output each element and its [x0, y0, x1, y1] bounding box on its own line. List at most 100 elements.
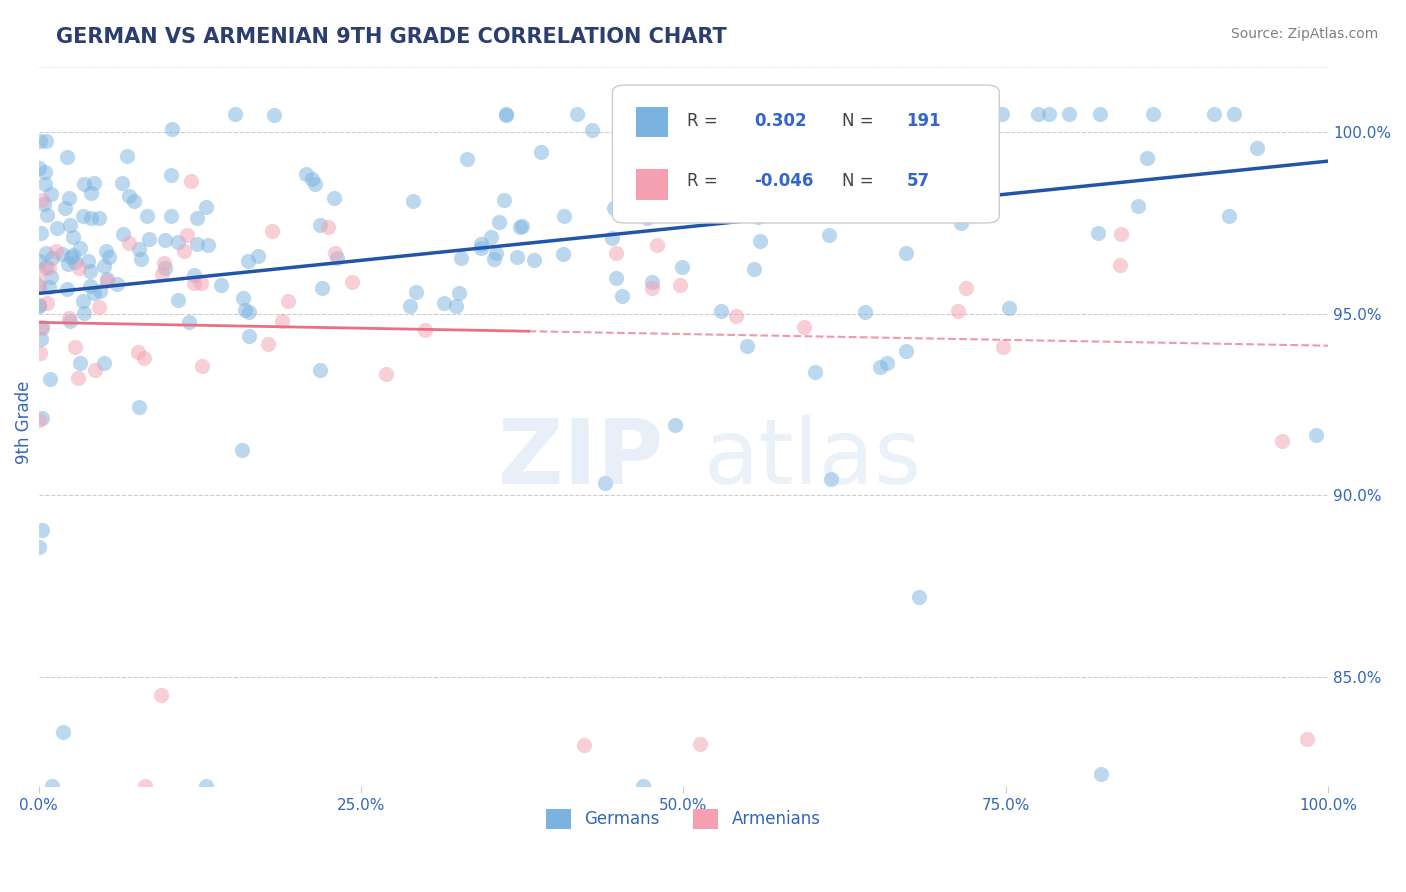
Point [962, 107, 984, 121]
Point [581, 123, 603, 137]
Point [1271, 434, 1294, 448]
Point [896, 246, 918, 260]
Point [97, 250, 120, 264]
Point [804, 366, 827, 380]
Point [55, 201, 77, 215]
Point [865, 107, 887, 121]
Point [869, 107, 891, 121]
Point [748, 234, 770, 248]
Point [340, 275, 363, 289]
Point [238, 253, 260, 268]
Point [131, 252, 153, 266]
Point [231, 443, 253, 458]
Point [1059, 107, 1081, 121]
Text: GERMAN VS ARMENIAN 9TH GRADE CORRELATION CHART: GERMAN VS ARMENIAN 9TH GRADE CORRELATION… [56, 27, 727, 46]
Point [628, 186, 651, 200]
Point [59, 250, 82, 264]
Point [67, 260, 90, 275]
Point [34, 165, 56, 179]
Point [657, 164, 679, 178]
Point [186, 237, 208, 252]
Point [645, 238, 668, 252]
Point [894, 343, 917, 358]
Point [38, 280, 60, 294]
Point [509, 220, 531, 235]
Point [186, 211, 208, 226]
Point [30, 226, 52, 240]
Point [96, 271, 118, 285]
Point [63, 340, 86, 354]
Point [1202, 107, 1225, 121]
Point [929, 183, 952, 197]
Point [1108, 259, 1130, 273]
Point [413, 323, 436, 337]
Point [1142, 107, 1164, 121]
Point [136, 209, 159, 223]
Point [869, 359, 891, 374]
Point [128, 400, 150, 414]
Point [58, 219, 80, 233]
Point [943, 135, 966, 149]
Point [153, 256, 176, 270]
Point [603, 202, 626, 216]
Point [176, 227, 198, 242]
Point [277, 293, 299, 308]
Point [1296, 731, 1319, 746]
Point [93, 356, 115, 370]
Text: 0.302: 0.302 [754, 112, 807, 130]
Text: 191: 191 [907, 112, 941, 130]
Point [316, 220, 339, 235]
Point [669, 278, 692, 293]
Point [595, 475, 617, 490]
Point [993, 340, 1015, 354]
Point [1126, 199, 1149, 213]
Point [41, 779, 63, 793]
Point [1218, 209, 1240, 223]
Point [710, 304, 733, 318]
Point [651, 137, 673, 152]
Legend: Germans, Armenians: Germans, Armenians [540, 802, 827, 836]
Point [117, 189, 139, 203]
Text: R =: R = [688, 112, 718, 130]
Point [322, 190, 344, 204]
Point [118, 236, 141, 251]
Point [30, 346, 52, 360]
Point [87, 300, 110, 314]
Point [105, 277, 128, 291]
Point [492, 193, 515, 207]
Point [31, 193, 53, 207]
Point [28, 300, 51, 314]
Point [793, 320, 815, 334]
Point [166, 293, 188, 308]
Point [402, 194, 425, 209]
Point [664, 418, 686, 433]
Point [485, 246, 508, 260]
Point [122, 194, 145, 208]
Point [671, 260, 693, 274]
Text: 57: 57 [907, 172, 929, 190]
Point [39, 270, 62, 285]
Point [37, 208, 59, 222]
Point [991, 107, 1014, 121]
Point [776, 107, 799, 121]
Point [326, 251, 349, 265]
Point [742, 107, 765, 121]
Point [689, 737, 711, 751]
Point [405, 285, 427, 300]
Text: N =: N = [842, 112, 873, 130]
Point [153, 261, 176, 276]
Point [529, 145, 551, 160]
Point [572, 739, 595, 753]
Text: atlas: atlas [703, 415, 921, 503]
Point [56, 283, 79, 297]
Point [522, 253, 544, 268]
Point [323, 246, 346, 260]
Point [1222, 107, 1244, 121]
Point [311, 281, 333, 295]
Point [77, 254, 100, 268]
Point [742, 261, 765, 276]
Point [45, 244, 67, 258]
Point [735, 338, 758, 352]
Point [30, 134, 52, 148]
Point [67, 371, 90, 385]
